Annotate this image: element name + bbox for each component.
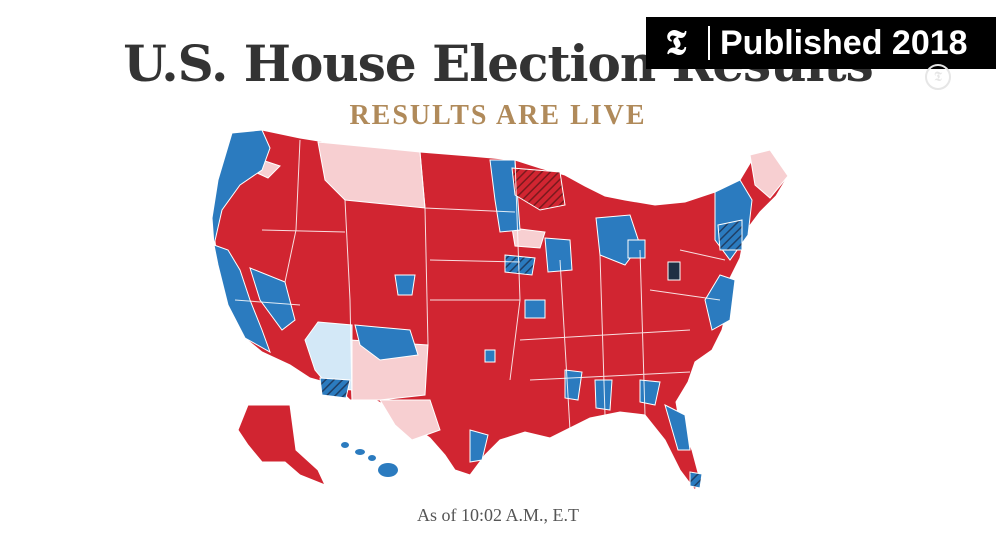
- maine-light: [749, 149, 789, 199]
- west-texas-light: [379, 399, 441, 441]
- flip-northeast: [717, 219, 743, 251]
- district-borders: [234, 139, 726, 431]
- nyt-logo-icon: 𝕿: [665, 23, 687, 63]
- hawaii: [341, 442, 398, 477]
- democrat-districts: [211, 129, 753, 463]
- flip-minnesota: [511, 167, 566, 211]
- badge-divider: [708, 26, 710, 60]
- flip-pennsylvania: [667, 261, 681, 281]
- montana-light: [317, 141, 426, 209]
- flip-arizona: [319, 377, 351, 399]
- page-subtitle: RESULTS ARE LIVE: [349, 100, 647, 131]
- timestamp: As of 10:02 A.M., E.T: [417, 505, 579, 525]
- published-badge: 𝕿 Published 2018: [646, 17, 996, 69]
- flip-florida: [689, 471, 703, 489]
- west-virginia-light: [511, 227, 546, 249]
- nyt-watermark-icon: 𝕿: [925, 64, 951, 90]
- flip-iowa: [504, 254, 536, 276]
- published-label: Published 2018: [720, 23, 968, 62]
- alaska: [237, 404, 326, 486]
